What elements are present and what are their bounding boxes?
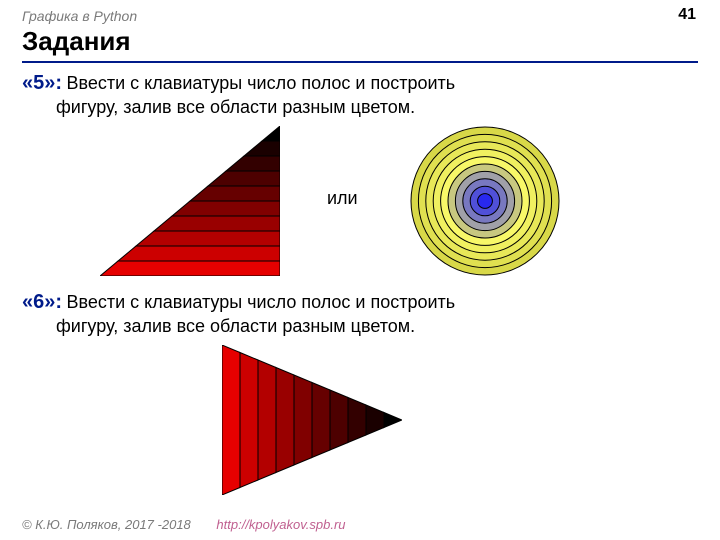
task-6: «6»: Ввести с клавиатуры число полос и п… [22, 291, 698, 337]
page-number: 41 [678, 6, 696, 24]
footer-url: http://kpolyakov.spb.ru [216, 517, 345, 532]
concentric-circles-figure [410, 126, 560, 276]
task-5-line2: фигуру, залив все области разным цветом. [22, 97, 698, 118]
figure-row-1: или [22, 126, 698, 281]
slide-body: «5»: Ввести с клавиатуры число полос и п… [22, 72, 698, 495]
header-topic: Графика в Python [22, 8, 137, 24]
task-5-label: «5»: [22, 72, 62, 94]
triangle-steps-figure [100, 126, 280, 276]
task-5: «5»: Ввести с клавиатуры число полос и п… [22, 72, 698, 118]
task-6-line2: фигуру, залив все области разным цветом. [22, 316, 698, 337]
or-word: или [327, 188, 358, 209]
footer: © К.Ю. Поляков, 2017 -2018 http://kpolya… [22, 517, 346, 532]
arrow-triangle-figure [222, 345, 402, 495]
task-6-label: «6»: [22, 291, 62, 313]
slide-title: Задания [22, 26, 698, 63]
task-6-line1: Ввести с клавиатуры число полос и постро… [66, 292, 455, 312]
copyright: © К.Ю. Поляков, 2017 -2018 [22, 517, 191, 532]
task-5-line1: Ввести с клавиатуры число полос и постро… [66, 73, 455, 93]
